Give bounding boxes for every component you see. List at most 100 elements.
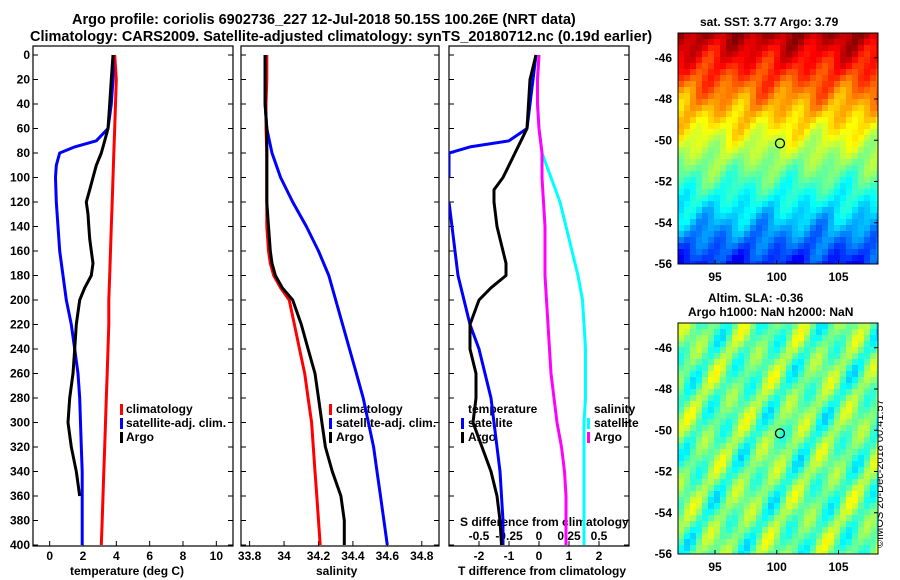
series-line-2 xyxy=(263,55,346,545)
profile-panel-2: -2 -1 0 1 2-0.5 -0.25 0 0.25 0.5 xyxy=(448,45,630,563)
series-line-1 xyxy=(263,55,389,546)
x-tick-label: 8 xyxy=(180,549,187,563)
sal-legend-argo: Argo xyxy=(336,430,364,444)
title-line-1: Argo profile: coriolis 6902736_227 12-Ju… xyxy=(72,12,576,28)
depth-tick-label: 300 xyxy=(10,416,30,430)
depth-tick-label: 180 xyxy=(10,269,30,283)
depth-tick-label: 120 xyxy=(10,195,30,209)
legend-swatch xyxy=(329,418,332,429)
depth-tick-label: 360 xyxy=(10,489,30,503)
diff-legend-temp-argo: Argo xyxy=(468,430,496,444)
profile-panel-1: 33.8 34 34.2 34.4 34.6 34.8 xyxy=(238,45,440,563)
x-top-tick-label: 0.25 xyxy=(557,529,581,543)
diff-legend-sal-argo: Argo xyxy=(594,430,622,444)
legend-swatch xyxy=(120,418,123,429)
x-tick-label: 34.8 xyxy=(410,549,434,563)
x-tick-label: 2 xyxy=(80,549,87,563)
series-line-0 xyxy=(449,54,538,178)
diff-legend-sal-satellite: satellite xyxy=(594,416,639,430)
series-group xyxy=(54,54,118,546)
depth-tick-label: 240 xyxy=(10,342,30,356)
x-tick-label: -2 xyxy=(474,549,485,563)
depth-tick-label: 40 xyxy=(17,97,31,111)
sla-map-field xyxy=(678,323,878,554)
panel-frame xyxy=(32,45,234,547)
lat-tick-label: -56 xyxy=(655,547,673,561)
series-line-2 xyxy=(66,54,115,497)
temp-legend-argo: Argo xyxy=(126,430,154,444)
x-tick-label: 34 xyxy=(277,549,291,563)
depth-tick-label: 80 xyxy=(17,146,31,160)
lon-tick-label: 95 xyxy=(708,270,722,284)
series-line-1 xyxy=(54,55,115,545)
lon-tick-label: 95 xyxy=(708,560,722,574)
legend-swatch xyxy=(587,432,590,443)
depth-tick-label: 140 xyxy=(10,220,30,234)
legend-swatch xyxy=(329,432,332,443)
lat-tick-label: -54 xyxy=(655,216,673,230)
lat-tick-label: -50 xyxy=(655,133,673,147)
float-position-marker xyxy=(774,428,786,439)
depth-tick-label: 260 xyxy=(10,367,30,381)
x-tick-label: 6 xyxy=(146,549,153,563)
series-line-4 xyxy=(536,54,568,545)
x-tick-label: 1 xyxy=(566,549,573,563)
panel-frame xyxy=(240,45,440,547)
lat-tick-label: -54 xyxy=(655,506,673,520)
diff-xlabel: T difference from climatology xyxy=(458,564,627,578)
legend-swatch xyxy=(329,404,332,415)
sst-map-field xyxy=(678,33,878,264)
lon-tick-label: 105 xyxy=(828,560,848,574)
diff-legend-temp-satellite: satellite xyxy=(468,416,513,430)
lat-tick-label: -46 xyxy=(655,51,673,65)
x-top-tick-label: 0.5 xyxy=(591,529,608,543)
x-top-tick-label: -0.5 xyxy=(469,529,490,543)
series-line-2 xyxy=(468,54,538,546)
x-tick-label: 34.6 xyxy=(376,549,400,563)
depth-tick-label: 20 xyxy=(17,73,31,87)
legend-swatch xyxy=(587,418,590,429)
depth-tick-label: 200 xyxy=(10,293,30,307)
lat-tick-label: -52 xyxy=(655,175,673,189)
lat-tick-label: -52 xyxy=(655,465,673,479)
x-top-tick-label: 0 xyxy=(536,529,543,543)
x-tick-label: 2 xyxy=(596,549,603,563)
map-frame xyxy=(677,322,879,555)
series-group xyxy=(263,55,389,546)
x-tick-label: 34.2 xyxy=(307,549,331,563)
depth-tick-label: 100 xyxy=(10,171,30,185)
lat-tick-label: -48 xyxy=(655,92,673,106)
legend-swatch xyxy=(461,418,464,429)
depth-tick-label: 160 xyxy=(10,244,30,258)
depth-tick-label: 320 xyxy=(10,440,30,454)
depth-tick-label: 340 xyxy=(10,465,30,479)
lon-tick-label: 105 xyxy=(828,270,848,284)
salinity-xlabel: salinity xyxy=(316,564,358,578)
sal-legend-satellite: satellite-adj. clim. xyxy=(336,416,437,430)
diff-legend-salinity: salinity xyxy=(594,402,636,416)
float-position-marker xyxy=(774,138,786,149)
temp-legend-satellite: satellite-adj. clim. xyxy=(126,416,227,430)
profile-panel-0: 0204060801001201401601802002202402602803… xyxy=(10,45,234,563)
x-tick-label: 33.8 xyxy=(238,549,262,563)
lat-tick-label: -50 xyxy=(655,423,673,437)
sla-map-axes: -46 -48 -50 -52 -54 -56 95 100 105 xyxy=(655,322,879,574)
depth-tick-label: 220 xyxy=(10,318,30,332)
x-tick-label: 10 xyxy=(210,549,224,563)
x-tick-label: 0 xyxy=(46,549,53,563)
legend-swatch xyxy=(120,404,123,415)
series-line-0 xyxy=(99,54,118,546)
series-line-1 xyxy=(449,201,505,545)
depth-tick-label: 60 xyxy=(17,122,31,136)
sst-map-title: sat. SST: 3.77 Argo: 3.79 xyxy=(700,15,839,29)
legend-swatch xyxy=(461,432,464,443)
series-line-3 xyxy=(536,54,587,545)
depth-tick-label: 280 xyxy=(10,391,30,405)
depth-tick-label: 0 xyxy=(23,48,30,62)
x-tick-label: -1 xyxy=(504,549,515,563)
diff-legend-temperature: temperature xyxy=(468,402,538,416)
x-tick-label: 0 xyxy=(536,549,543,563)
legend-swatch xyxy=(120,432,123,443)
title-line-2: Climatology: CARS2009. Satellite-adjuste… xyxy=(30,29,653,45)
